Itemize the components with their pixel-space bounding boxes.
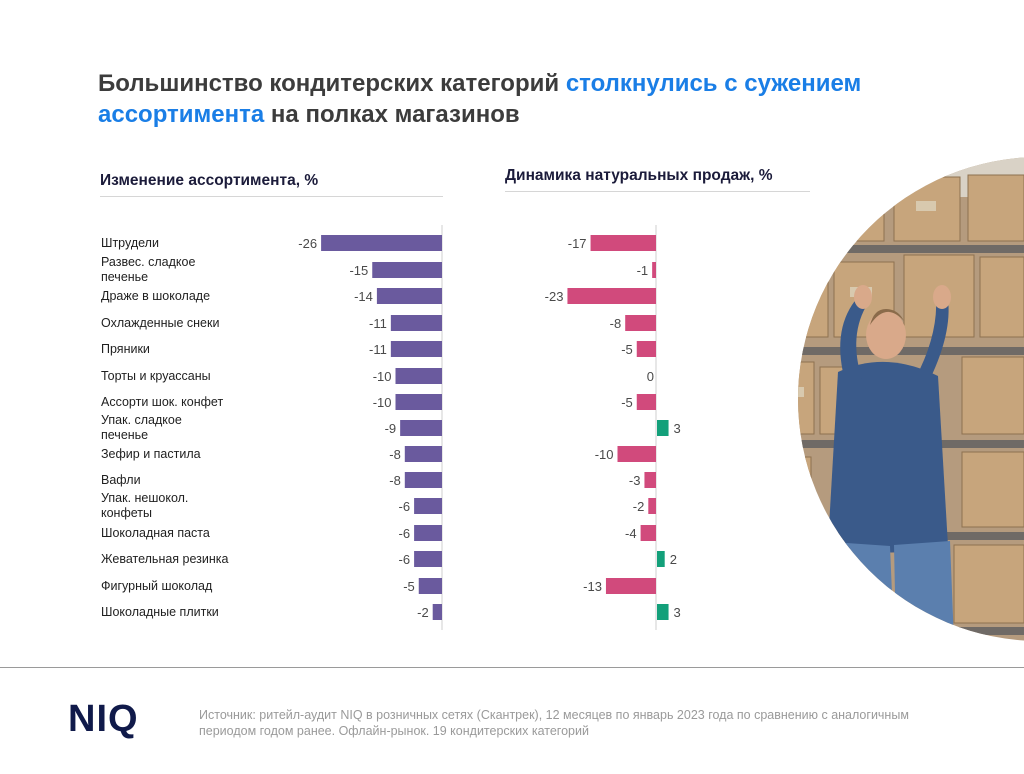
sales-chart-title: Динамика натуральных продаж, % <box>505 167 810 192</box>
title-accent: столкнулись с сужением ассортимента <box>98 70 862 128</box>
sales-bar <box>657 551 665 567</box>
assortment-bar <box>321 235 442 251</box>
source-note: Источник: ритейл-аудит NIQ в розничных с… <box>199 708 909 738</box>
title-part-1: Большинство кондитерских категорий <box>98 70 566 97</box>
sales-value-label: 3 <box>674 421 681 436</box>
warehouse-photo <box>798 157 1024 641</box>
sales-value-label: -10 <box>595 447 614 462</box>
assortment-bar <box>395 368 442 384</box>
sales-value-label: -23 <box>545 289 564 304</box>
assortment-value-label: -14 <box>354 289 373 304</box>
assortment-bar <box>404 472 442 488</box>
category-label: Пряники <box>101 342 150 356</box>
sales-value-label: -5 <box>621 395 633 410</box>
sales-bar <box>567 288 656 304</box>
page-title: Большинство кондитерских категорий столк… <box>98 68 938 130</box>
assortment-bar <box>418 578 442 594</box>
category-label: Упак. нешокол. <box>101 491 188 505</box>
category-label: Ассорти шок. конфет <box>101 395 223 409</box>
sales-value-label: -1 <box>637 263 649 278</box>
assortment-bar <box>390 315 442 331</box>
assortment-bar <box>372 262 442 278</box>
category-label: Развес. сладкое <box>101 255 195 269</box>
sales-bar <box>590 235 656 251</box>
category-label: печенье <box>101 270 148 284</box>
category-label: конфеты <box>101 506 152 520</box>
assortment-value-label: -11 <box>369 316 387 331</box>
assortment-value-label: -6 <box>399 552 411 567</box>
sales-bar <box>657 420 669 436</box>
sales-bar <box>640 525 656 541</box>
category-label: Упак. сладкое <box>101 413 182 427</box>
sales-value-label: -8 <box>610 316 622 331</box>
sales-value-label: -3 <box>629 473 641 488</box>
category-label: Вафли <box>101 473 141 487</box>
assortment-value-label: -8 <box>389 447 401 462</box>
footer-divider <box>0 667 1024 668</box>
assortment-value-label: -11 <box>369 342 387 357</box>
sales-value-label: 0 <box>647 369 654 384</box>
assortment-value-label: -8 <box>389 473 401 488</box>
title-part-2: на полках магазинов <box>264 101 520 128</box>
sales-bar <box>605 578 656 594</box>
assortment-bar <box>400 420 442 436</box>
sales-bar <box>636 394 656 410</box>
assortment-value-label: -10 <box>373 395 392 410</box>
assortment-value-label: -10 <box>373 369 392 384</box>
assortment-bar <box>376 288 442 304</box>
sales-bar <box>644 472 656 488</box>
assortment-value-label: -9 <box>385 421 397 436</box>
assortment-value-label: -2 <box>417 605 429 620</box>
category-label: Штрудели <box>101 236 159 250</box>
sales-bar <box>636 341 656 357</box>
category-label: печенье <box>101 428 148 442</box>
sales-value-label: -5 <box>621 342 633 357</box>
assortment-value-label: -26 <box>298 236 317 251</box>
assortment-value-label: -6 <box>399 526 411 541</box>
sales-value-label: -2 <box>633 499 645 514</box>
category-label: Драже в шоколаде <box>101 289 210 303</box>
sales-bar <box>657 604 669 620</box>
assortment-bar <box>414 525 442 541</box>
category-label: Шоколадная паста <box>101 526 210 540</box>
sales-bar <box>648 498 656 514</box>
category-label: Жевательная резинка <box>101 552 229 566</box>
sales-bar <box>617 446 656 462</box>
category-label: Охлажденные снеки <box>101 316 219 330</box>
sales-value-label: -4 <box>625 526 637 541</box>
assortment-bar <box>404 446 442 462</box>
assortment-bar <box>414 551 442 567</box>
sales-bar <box>652 262 656 278</box>
niq-logo: NIQ <box>68 698 139 740</box>
category-label: Фигурный шоколад <box>101 579 213 593</box>
assortment-bar <box>390 341 442 357</box>
sales-value-label: -13 <box>583 579 602 594</box>
sales-value-label: 3 <box>674 605 681 620</box>
assortment-value-label: -15 <box>349 263 368 278</box>
assortment-bar <box>432 604 442 620</box>
assortment-chart-title: Изменение ассортимента, % <box>100 172 443 197</box>
sales-value-label: -17 <box>568 236 587 251</box>
sales-value-label: 2 <box>670 552 677 567</box>
category-label: Шоколадные плитки <box>101 605 219 619</box>
assortment-bar <box>395 394 442 410</box>
assortment-bar <box>414 498 442 514</box>
category-label: Зефир и пастила <box>101 447 201 461</box>
sales-bar <box>625 315 656 331</box>
assortment-value-label: -5 <box>403 579 415 594</box>
assortment-value-label: -6 <box>399 499 411 514</box>
category-label: Торты и круассаны <box>101 369 211 383</box>
